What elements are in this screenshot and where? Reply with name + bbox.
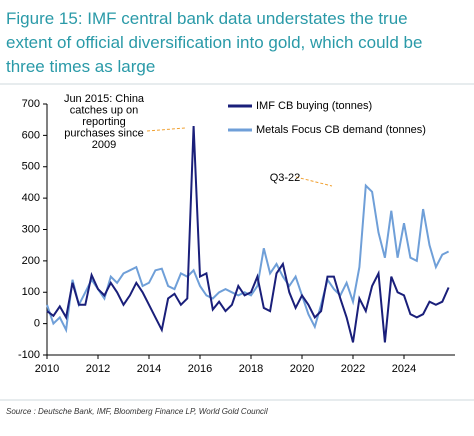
legend-label: Metals Focus CB demand (tonnes)	[256, 124, 426, 136]
leader-line	[146, 127, 186, 132]
annotation: purchases since	[64, 127, 144, 139]
y-tick-label: 300	[22, 223, 40, 235]
y-tick-label: -100	[18, 349, 40, 361]
annotation: Q3-22	[270, 172, 301, 184]
x-tick-label: 2010	[35, 363, 59, 375]
y-tick-label: 500	[22, 161, 40, 173]
annotation: 2009	[92, 139, 116, 151]
x-tick-label: 2024	[392, 363, 416, 375]
chart-title: extent of official diversification into …	[6, 33, 422, 52]
x-tick-label: 2022	[341, 363, 365, 375]
source: Source : Deutsche Bank, IMF, Bloomberg F…	[6, 407, 268, 416]
y-tick-label: 200	[22, 255, 40, 267]
y-tick-label: 700	[22, 98, 40, 110]
y-tick-label: 400	[22, 192, 40, 204]
series-line	[46, 125, 450, 343]
x-tick-label: 2014	[137, 363, 161, 375]
leader-line	[295, 176, 333, 187]
annotation: catches up on	[70, 104, 139, 116]
annotation: Jun 2015: China	[64, 93, 145, 105]
x-tick-label: 2018	[239, 363, 263, 375]
y-tick-label: 0	[34, 318, 40, 330]
legend-label: IMF CB buying (tonnes)	[256, 100, 372, 112]
y-tick-label: 100	[22, 286, 40, 298]
x-tick-label: 2020	[290, 363, 314, 375]
chart-title: three times as large	[6, 57, 155, 76]
x-tick-label: 2016	[188, 363, 212, 375]
x-tick-label: 2012	[86, 363, 110, 375]
chart-title: Figure 15: IMF central bank data underst…	[6, 9, 408, 28]
y-tick-label: 600	[22, 129, 40, 141]
annotation: reporting	[82, 116, 125, 128]
